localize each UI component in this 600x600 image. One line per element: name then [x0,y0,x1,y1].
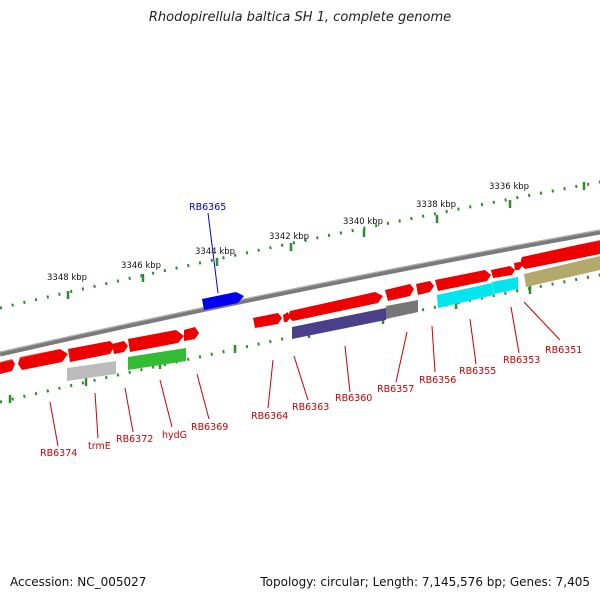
gene-blue [202,292,244,310]
gene-arrow [112,341,128,354]
gene-label: RB6364 [251,411,288,422]
scale-label: 3346 kbp [121,261,161,271]
gene-arrow [283,312,290,322]
gene-arrow [385,284,414,301]
gene-grey [67,361,116,381]
gene-label: RB6357 [377,384,414,395]
gene-label: RB6363 [292,402,329,413]
gene-labels: RB6374 trmE RB6372 hydG RB6369 RB6364 RB… [40,345,582,459]
accession-text: Accession: NC_005027 [10,575,147,589]
colored-genes [67,256,600,381]
scale-label: 3336 kbp [489,182,529,192]
gene-arrow [253,313,282,328]
gene-arrow [68,341,115,362]
gene-arrow [416,281,434,295]
gene-cyan [492,277,518,294]
forward-genes [0,239,600,374]
gene-label: RB6351 [545,345,582,356]
gene-darkgrey [386,300,418,319]
gene-arrow [520,240,600,269]
inner-scale-ring [0,273,600,404]
gene-arrow [491,266,515,278]
scale-label: 3348 kbp [47,273,87,283]
genome-backbone [0,229,600,357]
scale-label: 3340 kbp [343,217,383,227]
gene-label: RB6356 [419,375,456,386]
gene-olive [524,256,600,287]
gene-label-blue: RB6365 [189,202,226,213]
gene-arrow [435,270,491,291]
gene-green [128,348,186,370]
gene-label: RB6374 [40,448,77,459]
scale-label: 3342 kbp [269,232,309,242]
gene-arrow [288,292,383,321]
outer-scale-major-ticks [66,182,586,299]
scale-label: 3338 kbp [416,200,456,210]
scale-labels: 3348 kbp 3346 kbp 3344 kbp 3342 kbp 3340… [47,182,529,283]
topology-summary: Topology: circular; Length: 7,145,576 bp… [260,575,590,589]
gene-label: trmE [88,441,111,452]
gene-arrow [0,359,15,374]
gene-label: RB6360 [335,393,372,404]
leader-line-blue [207,212,219,294]
gene-cyan [437,283,494,308]
gene-purple [292,308,386,339]
gene-label: hydG [162,430,187,441]
gene-label: RB6369 [191,422,228,433]
gene-label: RB6355 [459,366,496,377]
gene-arrow [184,327,199,341]
gene-label: RB6372 [116,434,153,445]
gene-label: RB6353 [503,355,540,366]
leader-lines [49,301,561,447]
scale-label: 3344 kbp [195,247,235,257]
genome-title: Rhodopirellula baltica SH 1, complete ge… [148,10,452,25]
gene-arrow [18,349,68,370]
gene-arrow [128,330,184,352]
